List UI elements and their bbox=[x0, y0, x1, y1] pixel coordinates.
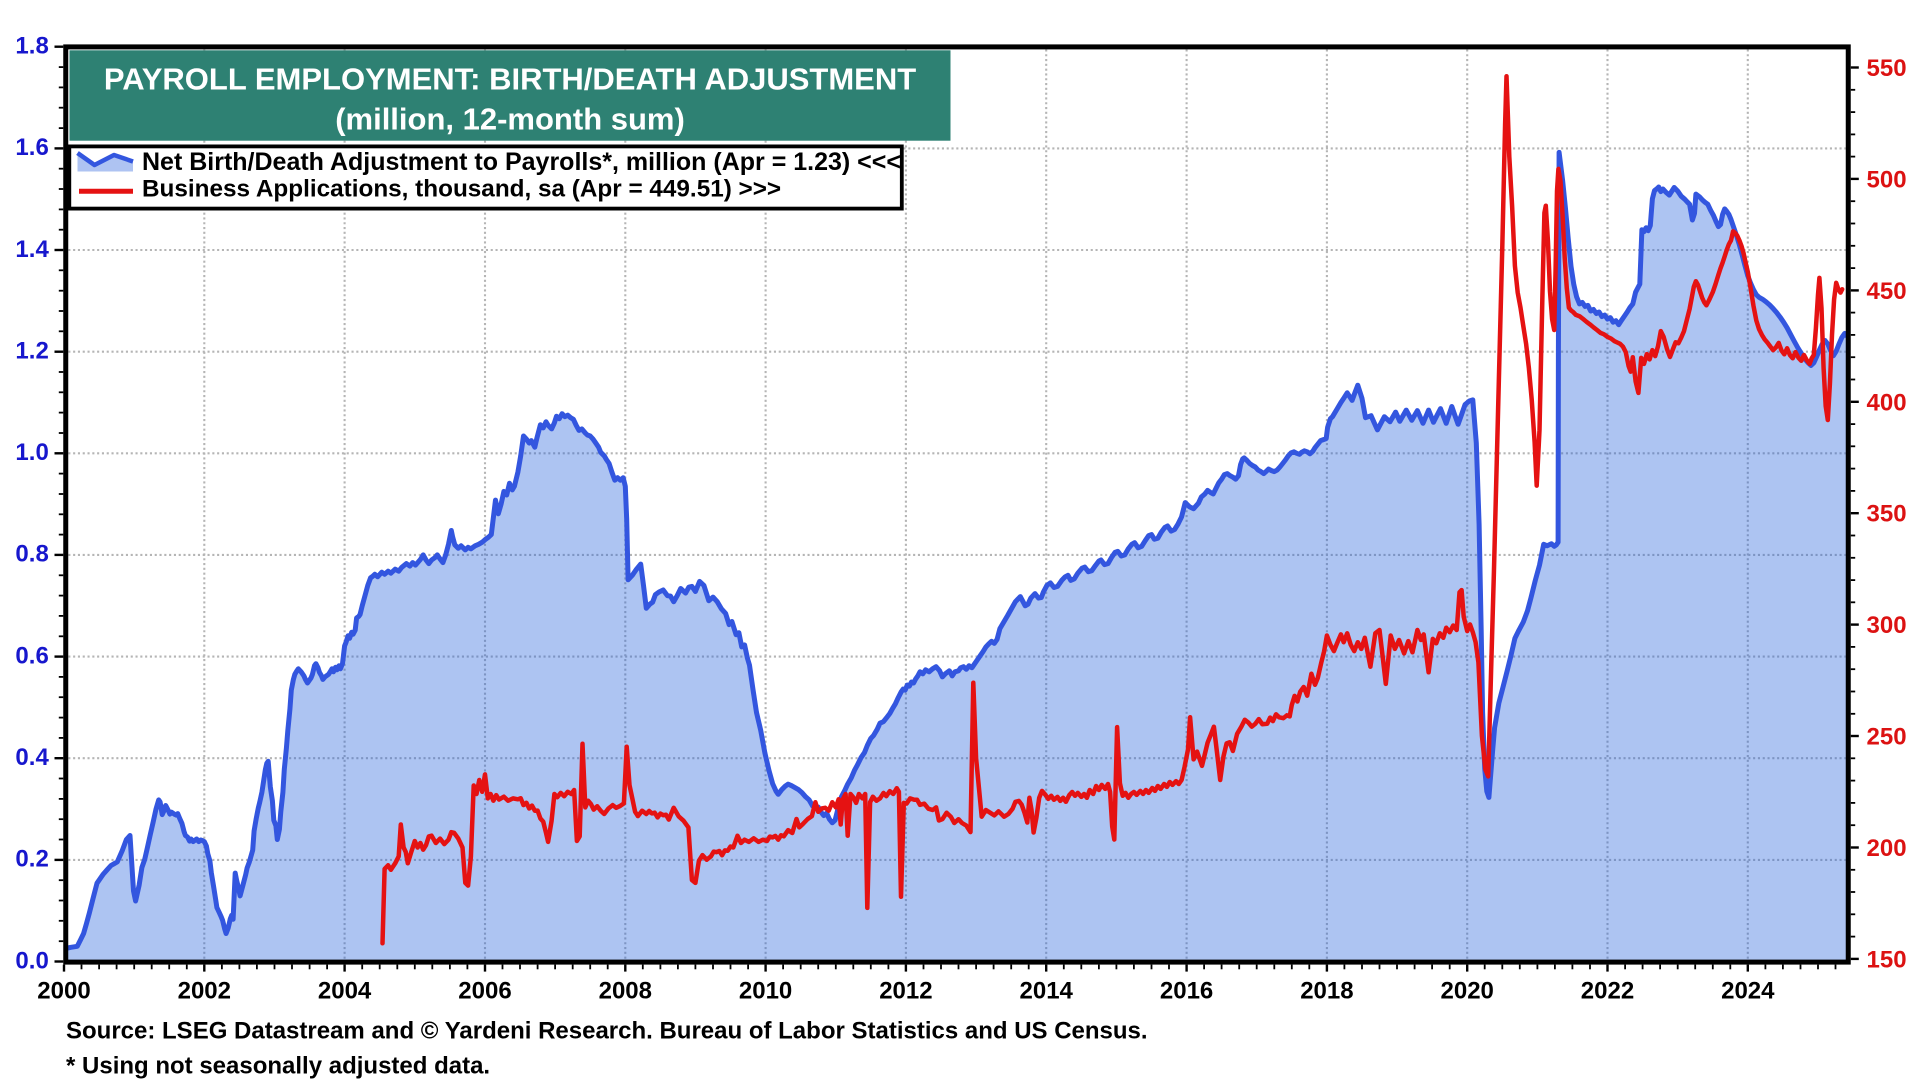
svg-text:400: 400 bbox=[1867, 389, 1907, 416]
svg-text:2024: 2024 bbox=[1721, 978, 1775, 1005]
svg-text:2012: 2012 bbox=[879, 978, 932, 1005]
svg-text:2002: 2002 bbox=[178, 978, 231, 1005]
svg-text:0.2: 0.2 bbox=[15, 846, 48, 873]
svg-text:(million, 12-month sum): (million, 12-month sum) bbox=[335, 102, 685, 137]
svg-text:0.4: 0.4 bbox=[15, 744, 49, 771]
svg-text:2018: 2018 bbox=[1300, 978, 1353, 1005]
svg-text:PAYROLL EMPLOYMENT: BIRTH/DEAT: PAYROLL EMPLOYMENT: BIRTH/DEATH ADJUSTME… bbox=[104, 62, 916, 97]
svg-text:2000: 2000 bbox=[37, 978, 90, 1005]
svg-text:1.4: 1.4 bbox=[15, 236, 49, 263]
svg-text:2022: 2022 bbox=[1581, 978, 1634, 1005]
svg-text:2006: 2006 bbox=[458, 978, 511, 1005]
svg-text:0.8: 0.8 bbox=[15, 541, 48, 568]
svg-text:200: 200 bbox=[1867, 835, 1907, 862]
svg-text:2020: 2020 bbox=[1441, 978, 1494, 1005]
svg-text:500: 500 bbox=[1867, 166, 1907, 193]
svg-text:2010: 2010 bbox=[739, 978, 792, 1005]
svg-text:150: 150 bbox=[1867, 946, 1907, 973]
svg-text:2008: 2008 bbox=[599, 978, 652, 1005]
svg-text:2016: 2016 bbox=[1160, 978, 1213, 1005]
svg-text:0.0: 0.0 bbox=[15, 947, 48, 974]
svg-text:2004: 2004 bbox=[318, 978, 372, 1005]
svg-text:1.8: 1.8 bbox=[15, 33, 48, 60]
svg-text:1.0: 1.0 bbox=[15, 439, 48, 466]
svg-text:Net Birth/Death Adjustment to: Net Birth/Death Adjustment to Payrolls*,… bbox=[142, 148, 901, 176]
svg-text:0.6: 0.6 bbox=[15, 642, 48, 669]
svg-text:450: 450 bbox=[1867, 278, 1907, 305]
svg-text:300: 300 bbox=[1867, 612, 1907, 639]
svg-text:* Using not seasonally adjuste: * Using not seasonally adjusted data. bbox=[66, 1053, 490, 1080]
svg-text:Source: LSEG Datastream and ©: Source: LSEG Datastream and © Yardeni Re… bbox=[66, 1018, 1148, 1045]
svg-text:1.2: 1.2 bbox=[15, 338, 48, 365]
svg-text:350: 350 bbox=[1867, 501, 1907, 528]
svg-text:250: 250 bbox=[1867, 724, 1907, 751]
svg-text:1.6: 1.6 bbox=[15, 134, 48, 161]
svg-text:Business Applications, thousan: Business Applications, thousand, sa (Apr… bbox=[142, 176, 781, 203]
svg-text:2014: 2014 bbox=[1020, 978, 1074, 1005]
svg-text:550: 550 bbox=[1867, 55, 1907, 82]
